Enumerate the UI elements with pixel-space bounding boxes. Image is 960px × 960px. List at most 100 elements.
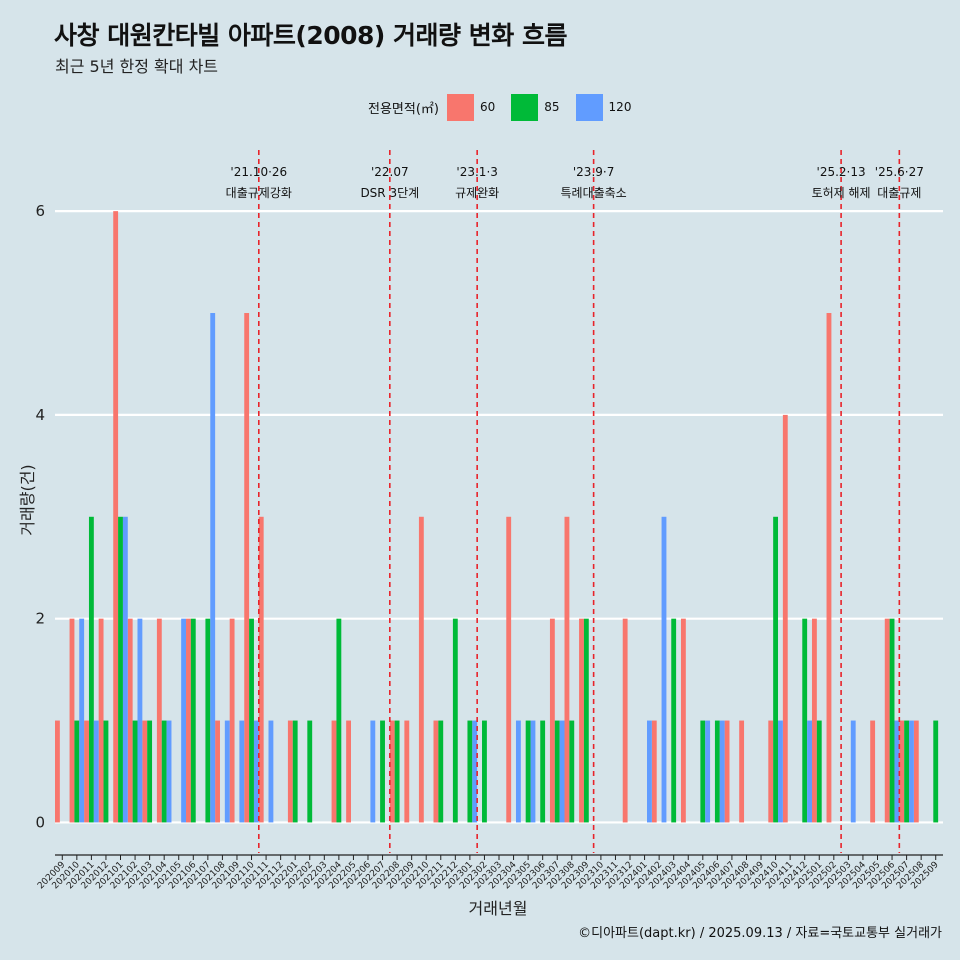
bar-120-202010 <box>79 618 85 823</box>
bar-60-202011 <box>84 720 89 823</box>
bar-85-202010 <box>74 720 80 823</box>
bar-85-202307 <box>554 720 560 823</box>
bar-120-202402 <box>661 516 667 823</box>
bar-60-202009 <box>55 720 60 823</box>
bar-85-202106 <box>190 618 196 823</box>
bar-85-202507 <box>904 720 910 823</box>
bar-85-202412 <box>802 618 808 823</box>
bar-120-202401 <box>647 720 652 823</box>
bar-85-202202 <box>307 720 313 823</box>
event-label: 규제완화 <box>455 186 499 200</box>
bar-60-202309 <box>579 618 584 823</box>
bar-60-202410 <box>768 720 774 823</box>
bar-60-202502 <box>826 313 832 823</box>
bar-85-202211 <box>438 720 444 823</box>
bar-60-202404 <box>680 618 686 823</box>
bar-120-202507 <box>909 720 914 823</box>
y-tick-label: 6 <box>35 202 45 220</box>
bar-60-202209 <box>404 720 410 823</box>
bar-120-202412 <box>807 720 812 823</box>
bar-60-202104 <box>156 618 162 823</box>
x-axis-label: 거래년월 <box>469 899 528 918</box>
bar-60-202205 <box>346 720 351 823</box>
event-label: DSR 3단계 <box>360 186 419 200</box>
event-date: '25.2·13 <box>817 165 866 179</box>
bar-60-202110 <box>244 313 250 823</box>
bar-120-202110 <box>253 720 259 823</box>
event-date: '23.9·7 <box>573 165 614 179</box>
bar-60-202402 <box>651 720 657 823</box>
bar-85-202509 <box>933 720 939 823</box>
bar-85-202208 <box>394 720 400 823</box>
bar-85-202302 <box>482 720 487 823</box>
event-date: '23.1·3 <box>456 165 497 179</box>
bar-60-202508 <box>913 720 919 823</box>
bar-85-202212 <box>452 618 458 823</box>
event-label: 토허제 해제 <box>812 186 871 200</box>
legend-label-60: 60 <box>479 100 496 114</box>
bar-60-202204 <box>331 720 337 823</box>
legend-swatch-85 <box>511 93 539 121</box>
bar-60-202111 <box>258 516 264 823</box>
bar-120-202410 <box>778 720 783 823</box>
legend: 전용면적(㎡) 60 85 120 <box>368 93 647 121</box>
bar-85-202306 <box>540 720 546 823</box>
bar-60-202304 <box>506 516 512 823</box>
bar-60-202106 <box>186 618 191 823</box>
bar-60-202312 <box>622 618 628 823</box>
bar-85-202405 <box>700 720 706 823</box>
bar-120-202108 <box>224 720 230 823</box>
bar-120-202104 <box>166 720 172 823</box>
event-label: 대출규제 <box>877 186 921 200</box>
bar-120-202304 <box>515 720 521 823</box>
event-label: 대출규제강화 <box>226 186 292 200</box>
event-date: '25.6·27 <box>875 165 924 179</box>
bar-60-202102 <box>127 618 133 823</box>
bar-120-202111 <box>268 720 274 823</box>
chart-subtitle: 최근 5년 한정 확대 차트 <box>55 57 219 76</box>
y-tick-label: 2 <box>35 610 45 628</box>
bar-85-202104 <box>161 720 167 823</box>
bar-120-202206 <box>370 720 376 823</box>
bar-120-202011 <box>93 720 99 823</box>
legend-title: 전용면적(㎡) <box>368 101 439 117</box>
bar-120-202406 <box>719 720 725 823</box>
bar-60-202201 <box>287 720 293 823</box>
bar-85-202506 <box>889 618 895 823</box>
bar-60-202507 <box>899 720 905 823</box>
bar-85-202410 <box>773 516 779 823</box>
bar-60-202208 <box>389 720 395 823</box>
bar-85-202107 <box>205 618 211 823</box>
bar-85-202309 <box>583 618 589 823</box>
bar-60-202505 <box>870 720 876 823</box>
y-tick-label: 0 <box>35 813 45 831</box>
bar-85-202103 <box>147 720 153 823</box>
bar-60-202307 <box>549 618 555 823</box>
bar-60-202408 <box>739 720 745 823</box>
bar-85-202012 <box>103 720 109 823</box>
bar-120-202107 <box>210 313 216 823</box>
bar-85-202207 <box>380 720 385 823</box>
legend-swatch-120 <box>575 93 603 121</box>
bar-60-202108 <box>215 720 220 823</box>
bar-60-202012 <box>98 618 104 823</box>
bar-85-202308 <box>569 720 575 823</box>
bar-85-202101 <box>118 516 123 823</box>
bar-85-202110 <box>249 618 254 823</box>
bar-120-202301 <box>472 720 478 823</box>
bar-120-202105 <box>181 618 187 823</box>
bar-120-202101 <box>122 516 128 823</box>
bar-85-202501 <box>816 720 822 823</box>
legend-swatch-60 <box>446 93 474 121</box>
y-tick-label: 4 <box>35 406 45 424</box>
bar-120-202405 <box>705 720 711 823</box>
bar-85-202406 <box>714 720 720 823</box>
bar-60-202308 <box>564 516 570 823</box>
bar-85-202305 <box>525 720 531 823</box>
bar-85-202204 <box>336 618 342 823</box>
bar-60-202103 <box>142 720 148 823</box>
bar-60-202411 <box>782 414 788 823</box>
bar-60-202010 <box>69 618 75 823</box>
bar-85-202403 <box>671 618 677 823</box>
